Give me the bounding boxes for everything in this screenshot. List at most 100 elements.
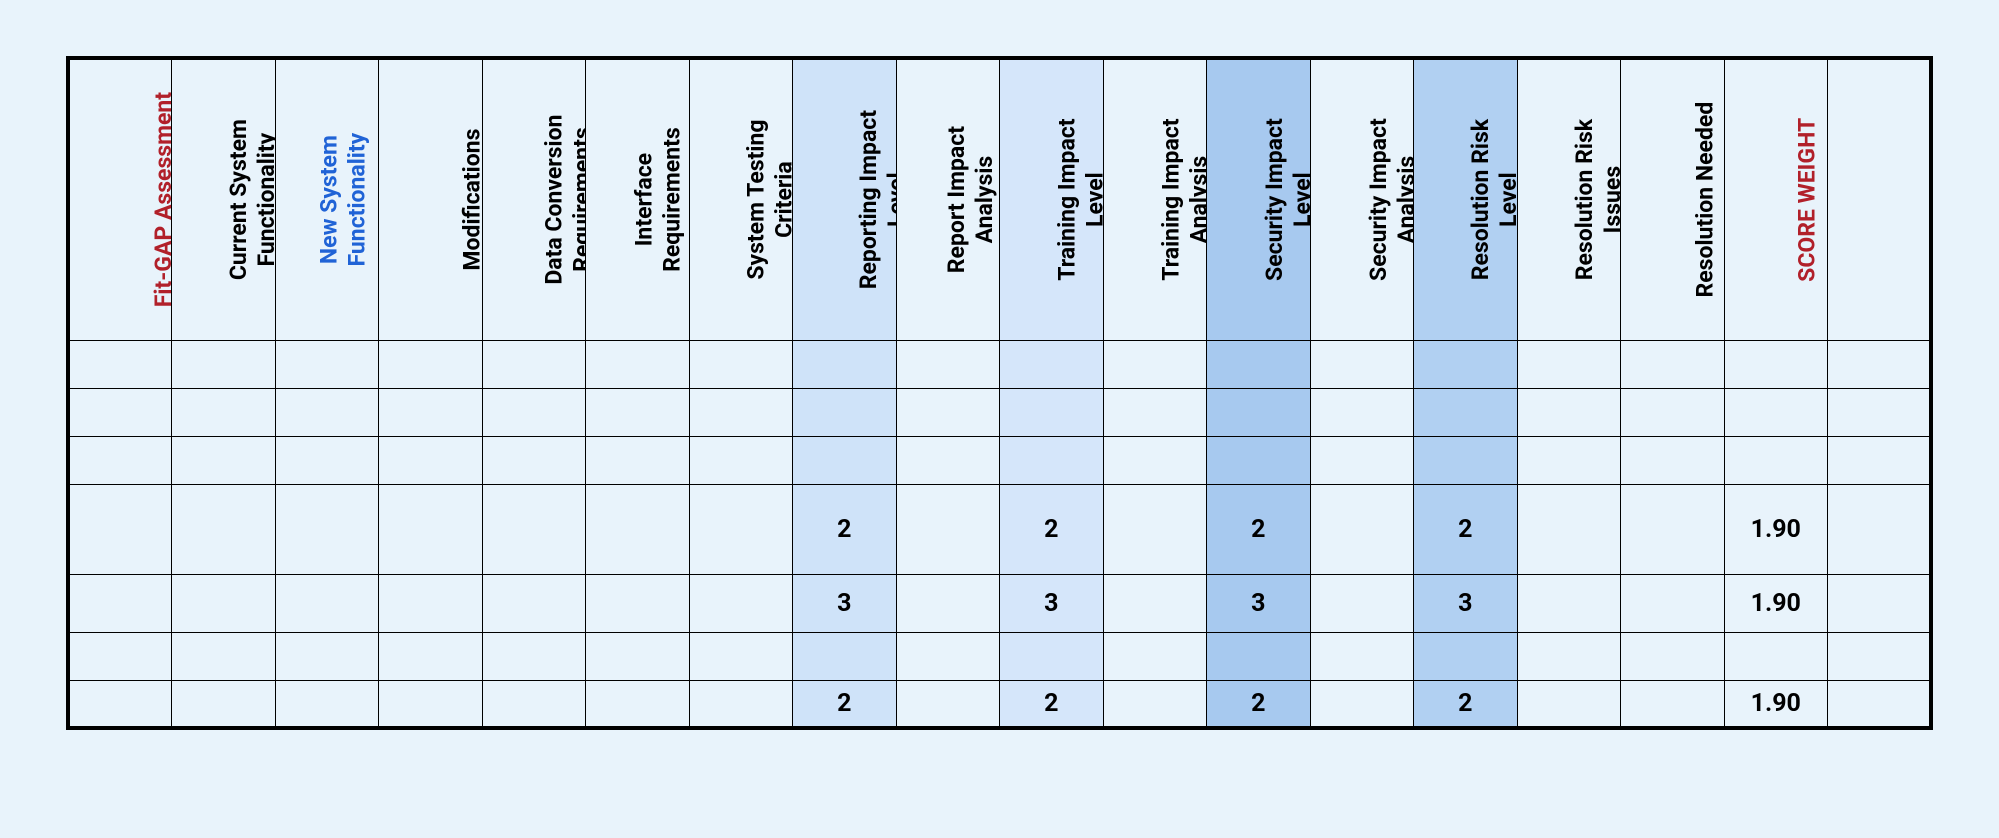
table-cell bbox=[379, 680, 483, 728]
table-cell bbox=[1414, 340, 1518, 388]
table-cell bbox=[689, 340, 793, 388]
table-cell bbox=[275, 484, 379, 574]
table-cell bbox=[68, 680, 172, 728]
table-cell bbox=[1828, 340, 1932, 388]
cell-value: 2 bbox=[1044, 689, 1058, 718]
table-cell bbox=[896, 388, 1000, 436]
table-cell: 2 bbox=[1000, 680, 1104, 728]
table-cell bbox=[379, 436, 483, 484]
table-cell bbox=[586, 680, 690, 728]
table-cell bbox=[482, 680, 586, 728]
table-cell bbox=[1621, 632, 1725, 680]
table-cell: 3 bbox=[1000, 574, 1104, 632]
column-header-modifications: ModificationsDescription/Analysis bbox=[379, 58, 483, 340]
table-cell bbox=[689, 680, 793, 728]
table-cell bbox=[586, 436, 690, 484]
cell-value: 2 bbox=[1044, 515, 1058, 544]
table-cell bbox=[482, 574, 586, 632]
table-cell bbox=[896, 574, 1000, 632]
table-cell bbox=[689, 632, 793, 680]
table-cell bbox=[1310, 388, 1414, 436]
table-cell bbox=[1414, 632, 1518, 680]
table-cell bbox=[1517, 340, 1621, 388]
column-header-score_weight: SCORE WEIGHT bbox=[1724, 58, 1828, 340]
table-cell bbox=[379, 632, 483, 680]
table-cell bbox=[689, 436, 793, 484]
table-cell: 2 bbox=[1414, 680, 1518, 728]
table-cell bbox=[1621, 680, 1725, 728]
cell-value: 1.90 bbox=[1751, 689, 1801, 718]
column-header-training_level: Training ImpactLevel bbox=[1000, 58, 1104, 340]
table-cell bbox=[379, 340, 483, 388]
table-cell bbox=[793, 388, 897, 436]
cell-value: 3 bbox=[1458, 589, 1472, 618]
table-cell bbox=[1517, 484, 1621, 574]
table-cell bbox=[1000, 340, 1104, 388]
table-row: 3 3 3 3 1.90 bbox=[68, 574, 1931, 632]
table-cell bbox=[689, 388, 793, 436]
table-cell bbox=[1828, 680, 1932, 728]
column-header-reporting_level: Reporting ImpactLevel bbox=[793, 58, 897, 340]
table-cell bbox=[1517, 680, 1621, 728]
table-cell bbox=[586, 340, 690, 388]
table-cell: 2 bbox=[1000, 484, 1104, 574]
table-cell bbox=[1828, 388, 1932, 436]
table-cell bbox=[172, 388, 276, 436]
table-cell bbox=[1000, 632, 1104, 680]
table-cell bbox=[379, 484, 483, 574]
column-header-interface_req: InterfaceRequirements bbox=[586, 58, 690, 340]
column-header-label: Security ImpactLevel bbox=[1261, 118, 1316, 281]
table-cell bbox=[1310, 340, 1414, 388]
column-header-resolution_issues: Resolution RiskIssues bbox=[1517, 58, 1621, 340]
table-cell bbox=[1724, 340, 1828, 388]
table-cell bbox=[1207, 340, 1311, 388]
table-cell bbox=[1621, 436, 1725, 484]
column-header-label: System TestingCriteria bbox=[742, 120, 797, 280]
table-cell bbox=[1000, 436, 1104, 484]
table-cell bbox=[68, 436, 172, 484]
table-cell bbox=[793, 632, 897, 680]
table-cell bbox=[68, 632, 172, 680]
table-cell bbox=[1103, 680, 1207, 728]
table-cell bbox=[1724, 436, 1828, 484]
cell-value: 3 bbox=[837, 589, 851, 618]
table-cell bbox=[482, 340, 586, 388]
column-header-label: Training ImpactAnalysis bbox=[1157, 119, 1212, 281]
table-header-row: Fit-GAP AssessmentDescriptionCurrent Sys… bbox=[68, 58, 1931, 340]
table-cell bbox=[1828, 632, 1932, 680]
cell-value: 1.90 bbox=[1751, 589, 1801, 618]
table-cell bbox=[1103, 484, 1207, 574]
table-cell bbox=[1103, 340, 1207, 388]
table-cell bbox=[1310, 574, 1414, 632]
fit-gap-assessment-table: Fit-GAP AssessmentDescriptionCurrent Sys… bbox=[66, 56, 1933, 730]
column-header-label: New SystemFunctionality bbox=[315, 133, 370, 267]
table-cell bbox=[1207, 388, 1311, 436]
table-cell bbox=[1621, 484, 1725, 574]
cell-value: 1.90 bbox=[1751, 515, 1801, 544]
cell-value: 2 bbox=[1458, 689, 1472, 718]
column-header-new_sys: New SystemFunctionality bbox=[275, 58, 379, 340]
column-header-training_analysis: Training ImpactAnalysis bbox=[1103, 58, 1207, 340]
table-cell bbox=[482, 632, 586, 680]
table-cell bbox=[275, 680, 379, 728]
table-cell bbox=[896, 632, 1000, 680]
table-row bbox=[68, 388, 1931, 436]
table-cell bbox=[172, 436, 276, 484]
table-cell bbox=[1621, 340, 1725, 388]
column-header-fitgap_desc: Fit-GAP AssessmentDescription bbox=[68, 58, 172, 340]
table-cell bbox=[1103, 632, 1207, 680]
table-cell: 2 bbox=[793, 484, 897, 574]
table-row: 22221.90 bbox=[68, 680, 1931, 728]
table-cell bbox=[1000, 388, 1104, 436]
column-header-blank_end bbox=[1828, 58, 1932, 340]
table-cell bbox=[896, 680, 1000, 728]
table-cell bbox=[275, 574, 379, 632]
column-header-security_analysis: Security ImpactAnalysis bbox=[1310, 58, 1414, 340]
cell-value: 2 bbox=[837, 515, 851, 544]
table-cell: 3 bbox=[1207, 574, 1311, 632]
cell-value: 2 bbox=[1251, 689, 1265, 718]
table-cell bbox=[1103, 436, 1207, 484]
column-header-report_analysis: Report ImpactAnalysis bbox=[896, 58, 1000, 340]
table-cell bbox=[1621, 388, 1725, 436]
table-cell bbox=[172, 574, 276, 632]
